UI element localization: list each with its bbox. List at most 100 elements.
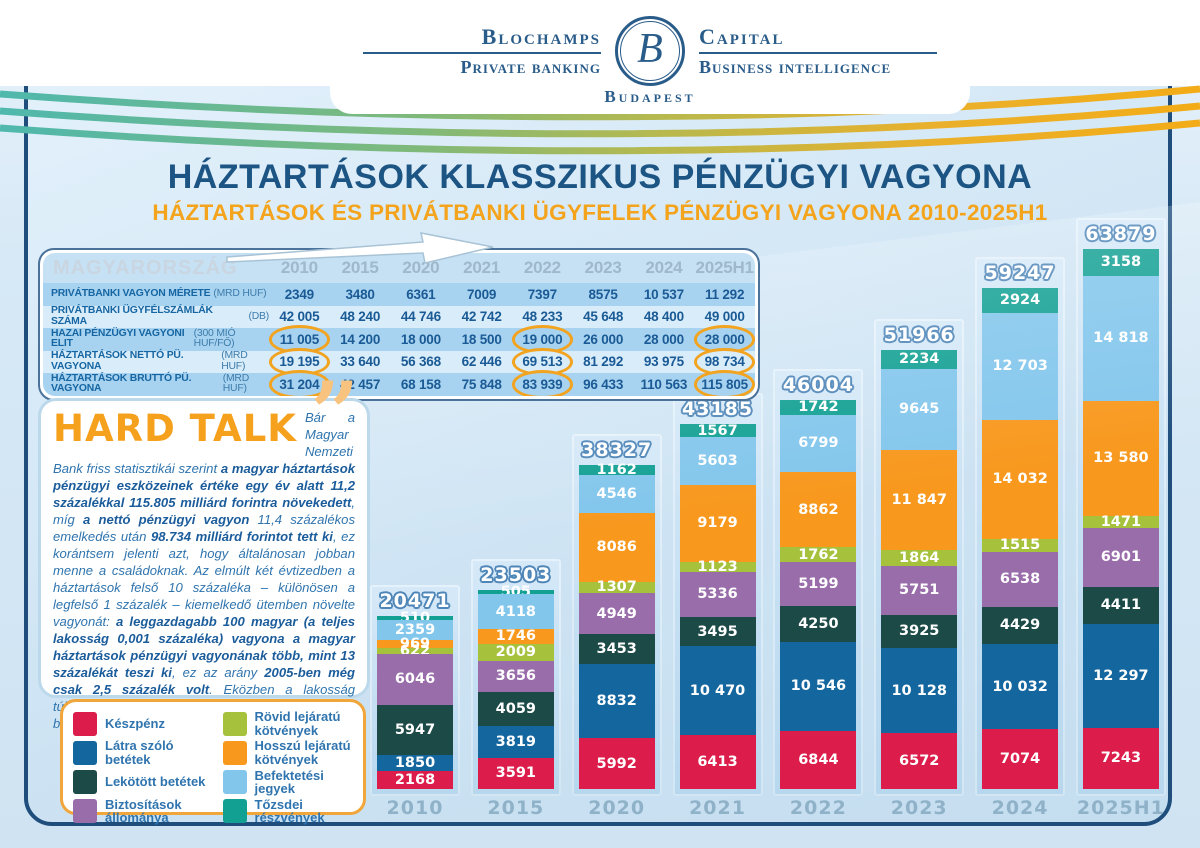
legend-label: Látra szóló betétek: [105, 738, 174, 767]
brand-logo: Blochamps Private banking B Capital Busi…: [330, 0, 970, 114]
bar-segment-value: 2168: [394, 771, 436, 788]
hard-talk-bold-text: a nettó pénzügyi vagyon: [83, 512, 250, 528]
brand-right-block: Capital Business intelligence: [699, 24, 937, 78]
table-value-cell: 83 939: [512, 370, 573, 396]
bar-segment: 8862: [780, 472, 857, 548]
table-year-header: 2022: [512, 253, 573, 283]
bar-segment-value: 6538: [999, 571, 1041, 588]
table-value-cell: 2349: [269, 283, 330, 306]
brand-capital: Capital: [699, 24, 785, 49]
table-value-cell: 33 640: [329, 350, 391, 373]
bar-segment: 6799: [780, 414, 857, 473]
table-value-cell: 69 513: [512, 347, 573, 376]
bar-track: 20471 510 2359 969 622 6046 5947 1850 2168: [370, 585, 460, 796]
legend-swatch: [73, 770, 97, 795]
bar-segment-value: 6844: [798, 751, 839, 768]
bar-segment-value: 11 847: [891, 492, 947, 509]
bar-segment: 6413: [679, 734, 756, 789]
bar-segment-value: 4429: [999, 617, 1041, 634]
stats-table: MAGYARORSZÁG 2010 2015 2020 2021 2022 2023 2024…: [38, 248, 760, 401]
bar-segment: 7243: [1082, 727, 1159, 789]
bar-segment: 1567: [679, 423, 756, 438]
legend-item: Lekötött betétek: [73, 769, 217, 796]
table-value-cell: 11 005: [269, 325, 330, 353]
table-value-cell: 110 563: [633, 373, 695, 396]
table-value-cell: 7397: [512, 283, 573, 306]
row-label-unit: (300 MIÓ HUF/FŐ): [193, 327, 236, 350]
row-label-text: HÁZTARTÁSOK NETTÓ PÜ. VAGYONA: [51, 350, 184, 372]
bar-segment-value: 3819: [495, 734, 537, 751]
bar-segment: 5199: [780, 561, 857, 606]
table-year-header: 2025H1: [694, 253, 755, 283]
bar-segment: 2168: [377, 770, 453, 789]
bar-segment-value: 5199: [798, 575, 839, 592]
brand-city: Budapest: [604, 87, 696, 106]
bar-segment: 3925: [881, 614, 958, 648]
legend-label: Készpénz: [105, 715, 165, 731]
table-value-cell: 8575: [572, 283, 634, 306]
bar-column-2024: 59247 2924 12 703 14 032 1515 6538 4429 10 032 7…: [975, 257, 1066, 820]
legend-swatch: [222, 711, 247, 736]
legend-item: Készpénz: [73, 710, 217, 737]
bar-segment-value: 3656: [495, 668, 537, 685]
bar-segment: 6572: [881, 733, 958, 789]
stacked-bar-chart: 20471 510 2359 969 622 6046 5947 1850 2168 2010 23…: [370, 218, 1166, 820]
legend-label: Rövid lejáratú kötvények: [254, 709, 341, 738]
table-value-cell: 28 000: [633, 328, 695, 351]
bar-segment: 6901: [1082, 528, 1159, 587]
bar-segment-value: 1471: [1100, 513, 1142, 530]
bar-segment-value: 1742: [798, 399, 839, 416]
bar-segment: 969: [377, 637, 453, 652]
bar-column-2020: 38327 1162 4546 8086 1307 4949 3453 8832 5992 202…: [571, 434, 662, 820]
bar-segment: 8086: [578, 513, 655, 582]
hard-talk-bold-text: a magyar háztartások pénzügyi eszközeine…: [53, 461, 355, 511]
bar-segment: 5603: [679, 437, 756, 485]
bar-total-label: 51966: [883, 323, 955, 346]
bar-track: 51966 2234 9645 11 847 1864 5751 3925 10 128 657…: [874, 319, 965, 796]
x-axis-label: 2020: [588, 797, 646, 819]
table-year-header: 2024: [633, 253, 695, 283]
bar-segment-value: 3925: [899, 623, 940, 640]
bar-segment-value: 1123: [697, 558, 738, 575]
table-value-cell: 42 005: [269, 305, 330, 328]
legend-swatch: [73, 711, 97, 736]
bar-column-2015: 23503 505 4118 1746 2009 3656 4059 3819 3591 2015: [470, 559, 561, 820]
table-year-header: 2023: [572, 253, 634, 283]
table-value-cell: 26 000: [572, 328, 634, 351]
legend-item: Tőzsdei részvények: [222, 797, 353, 825]
table-row-label: HÁZTARTÁSOK BRUTTÓ PÜ. VAGYONA (MRD HUF): [43, 373, 269, 396]
legend-item: Befektetési jegyek: [222, 768, 353, 796]
bar-segment-value: 1864: [899, 550, 940, 567]
brand-monogram-icon: B: [615, 16, 685, 86]
bar-segment-value: 6572: [899, 753, 940, 770]
hard-talk-title: HARD TALK: [53, 407, 297, 450]
bar-segment: 1850: [377, 755, 453, 771]
bar-total-label: 23503: [480, 564, 552, 586]
bar-segment: 4411: [1082, 586, 1159, 624]
stacked-bar: 510 2359 969 622 6046 5947 1850 2168: [377, 611, 453, 789]
legend-swatch: [73, 740, 97, 765]
bar-segment-value: 2924: [999, 292, 1041, 309]
bar-segment: 1864: [881, 550, 958, 567]
hard-talk-text: , ez az arány: [171, 665, 265, 681]
table-value-cell: 28 000: [694, 325, 755, 353]
stacked-bar: 1567 5603 9179 1123 5336 3495 10 470 6413: [679, 423, 756, 789]
bar-segment-value: 12 297: [1093, 667, 1149, 684]
bar-segment-value: 7243: [1100, 750, 1142, 767]
brand-private-banking: Private banking: [460, 57, 601, 77]
bar-total-label: 46004: [782, 374, 854, 396]
brand-blochamps: Blochamps: [481, 24, 601, 49]
bar-segment-value: 4411: [1100, 597, 1142, 614]
hard-talk-text: , ez korántsem jelenti azt, hogy általán…: [53, 529, 355, 630]
bar-segment: 10 032: [982, 644, 1059, 729]
bar-segment: 3158: [1082, 249, 1159, 276]
bar-segment-value: 7074: [999, 750, 1041, 767]
chart-legend: Készpénz Látra szóló betétek Lekötött beté…: [60, 699, 366, 825]
stacked-bar: 1162 4546 8086 1307 4949 3453 8832 5992: [578, 463, 655, 789]
bar-segment: 13 580: [1082, 400, 1159, 516]
bar-column-2022: 46004 1742 6799 8862 1762 5199 4250 10 546 6844 2…: [773, 369, 864, 820]
bar-segment: 11 847: [881, 450, 958, 551]
legend-item: Rövid lejáratú kötvények: [222, 709, 353, 738]
bar-segment-value: 2009: [495, 644, 537, 661]
table-value-cell: 48 240: [329, 305, 391, 328]
